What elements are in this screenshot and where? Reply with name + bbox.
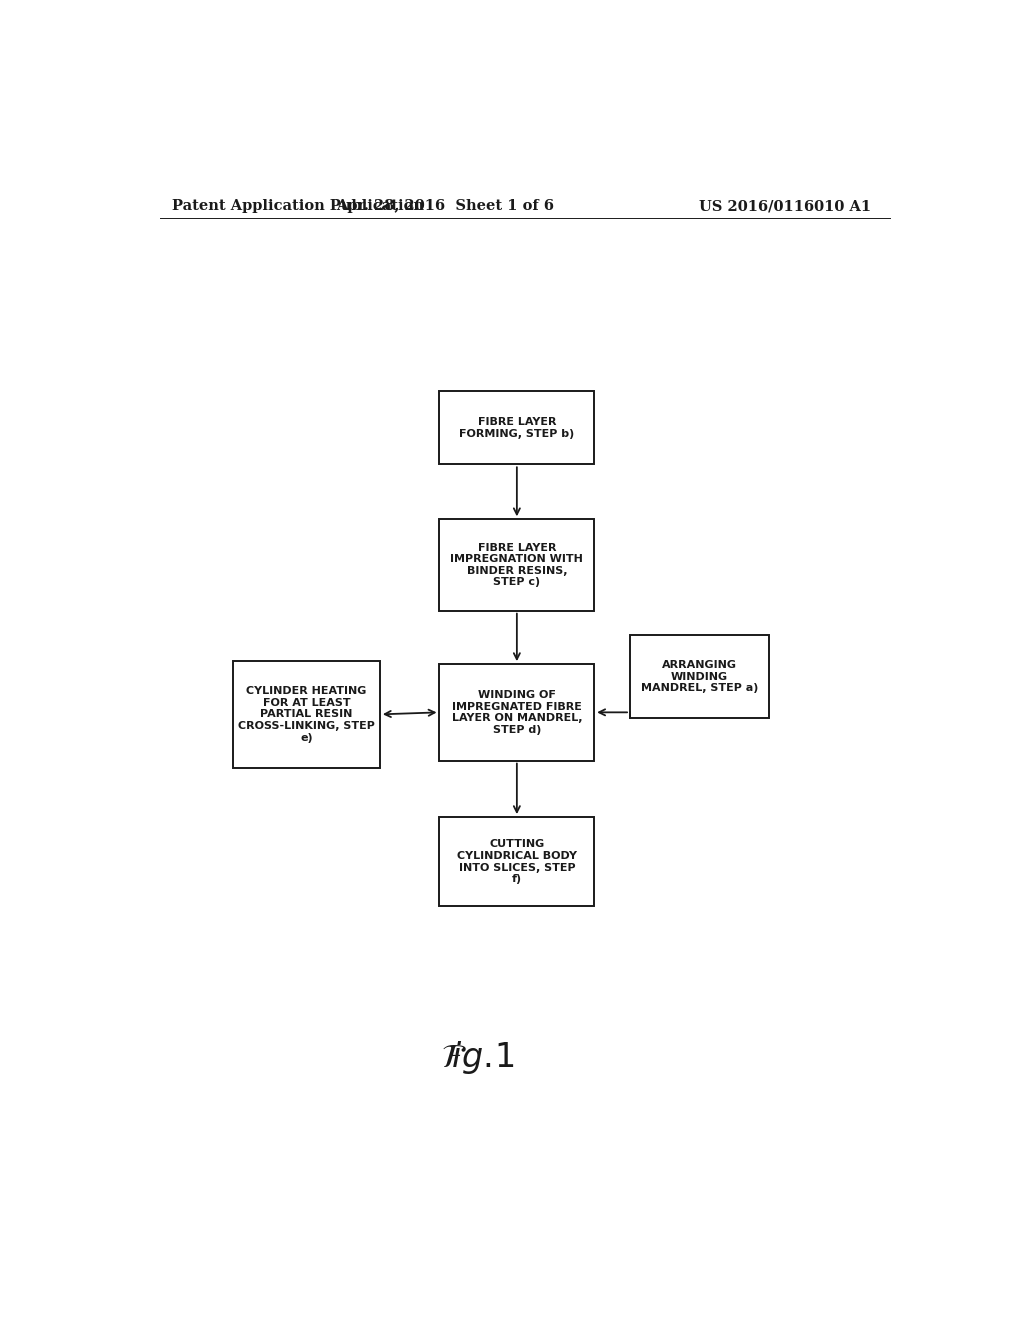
FancyBboxPatch shape: [439, 664, 594, 760]
FancyBboxPatch shape: [630, 635, 769, 718]
FancyBboxPatch shape: [439, 391, 594, 465]
Text: ARRANGING
WINDING
MANDREL, STEP a): ARRANGING WINDING MANDREL, STEP a): [641, 660, 758, 693]
Text: Patent Application Publication: Patent Application Publication: [172, 199, 424, 213]
Text: Apr. 28, 2016  Sheet 1 of 6: Apr. 28, 2016 Sheet 1 of 6: [337, 199, 554, 213]
FancyBboxPatch shape: [439, 817, 594, 907]
Text: CYLINDER HEATING
FOR AT LEAST
PARTIAL RESIN
CROSS-LINKING, STEP
e): CYLINDER HEATING FOR AT LEAST PARTIAL RE…: [239, 686, 375, 743]
Text: WINDING OF
IMPREGNATED FIBRE
LAYER ON MANDREL,
STEP d): WINDING OF IMPREGNATED FIBRE LAYER ON MA…: [452, 690, 582, 735]
Text: $\mathcal{F}\!\!ig.\!1$: $\mathcal{F}\!\!ig.\!1$: [440, 1039, 514, 1076]
Text: US 2016/0116010 A1: US 2016/0116010 A1: [699, 199, 871, 213]
Text: FIBRE LAYER
IMPREGNATION WITH
BINDER RESINS,
STEP c): FIBRE LAYER IMPREGNATION WITH BINDER RES…: [451, 543, 584, 587]
FancyBboxPatch shape: [439, 519, 594, 611]
Text: CUTTING
CYLINDRICAL BODY
INTO SLICES, STEP
f): CUTTING CYLINDRICAL BODY INTO SLICES, ST…: [457, 840, 577, 884]
FancyBboxPatch shape: [233, 661, 380, 768]
Text: FIBRE LAYER
FORMING, STEP b): FIBRE LAYER FORMING, STEP b): [459, 417, 574, 438]
